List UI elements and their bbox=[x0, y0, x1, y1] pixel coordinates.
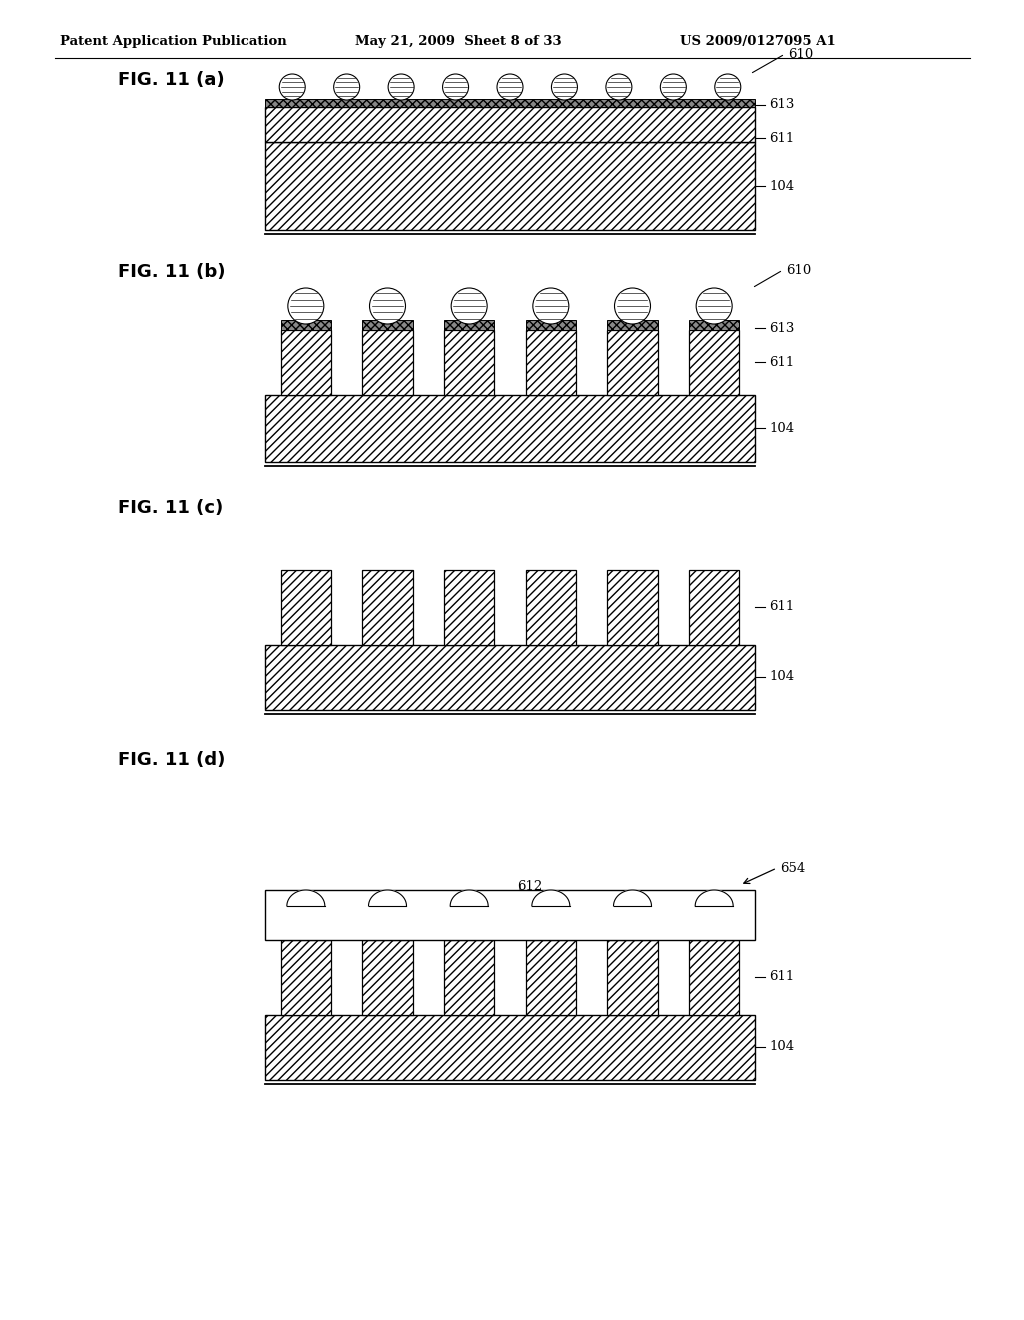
Circle shape bbox=[442, 74, 469, 100]
Circle shape bbox=[388, 74, 414, 100]
Text: 104: 104 bbox=[769, 421, 795, 434]
Bar bbox=[689, 319, 739, 330]
Bar bbox=[689, 940, 739, 1015]
Bar bbox=[362, 940, 413, 1015]
Text: May 21, 2009  Sheet 8 of 33: May 21, 2009 Sheet 8 of 33 bbox=[355, 36, 561, 49]
Circle shape bbox=[452, 288, 487, 323]
Text: 104: 104 bbox=[769, 671, 795, 684]
Bar bbox=[689, 570, 739, 645]
Text: FIG. 11 (a): FIG. 11 (a) bbox=[118, 71, 224, 88]
Polygon shape bbox=[287, 890, 325, 906]
Bar bbox=[265, 645, 755, 710]
Bar bbox=[265, 395, 755, 462]
Text: 654: 654 bbox=[780, 862, 805, 874]
Bar bbox=[443, 570, 495, 645]
Bar bbox=[689, 330, 739, 395]
Text: 611: 611 bbox=[769, 355, 795, 368]
Bar bbox=[265, 143, 755, 230]
Circle shape bbox=[532, 288, 569, 323]
Text: 610: 610 bbox=[786, 264, 811, 276]
Text: 611: 611 bbox=[769, 601, 795, 614]
Polygon shape bbox=[695, 890, 733, 906]
Text: FIG. 11 (d): FIG. 11 (d) bbox=[118, 751, 225, 770]
Circle shape bbox=[370, 288, 406, 323]
Text: 613: 613 bbox=[769, 99, 795, 111]
Bar bbox=[281, 940, 331, 1015]
Bar bbox=[525, 319, 577, 330]
Bar bbox=[607, 319, 657, 330]
Bar bbox=[525, 940, 577, 1015]
Bar bbox=[443, 940, 495, 1015]
Circle shape bbox=[696, 288, 732, 323]
Circle shape bbox=[280, 74, 305, 100]
Circle shape bbox=[660, 74, 686, 100]
Bar bbox=[525, 330, 577, 395]
Text: 610: 610 bbox=[788, 48, 813, 61]
Text: Patent Application Publication: Patent Application Publication bbox=[60, 36, 287, 49]
Bar bbox=[362, 330, 413, 395]
Circle shape bbox=[715, 74, 740, 100]
Text: US 2009/0127095 A1: US 2009/0127095 A1 bbox=[680, 36, 836, 49]
Circle shape bbox=[334, 74, 359, 100]
Text: FIG. 11 (b): FIG. 11 (b) bbox=[118, 263, 225, 281]
Bar bbox=[362, 319, 413, 330]
Bar bbox=[525, 570, 577, 645]
Circle shape bbox=[614, 288, 650, 323]
Bar bbox=[281, 330, 331, 395]
Bar bbox=[607, 570, 657, 645]
Bar bbox=[265, 890, 755, 940]
Bar bbox=[443, 330, 495, 395]
Bar bbox=[265, 99, 755, 107]
Circle shape bbox=[606, 74, 632, 100]
Text: 611: 611 bbox=[769, 132, 795, 144]
Text: 612: 612 bbox=[517, 879, 543, 892]
Polygon shape bbox=[613, 890, 651, 906]
Circle shape bbox=[497, 74, 523, 100]
Bar bbox=[281, 570, 331, 645]
Bar bbox=[265, 107, 755, 143]
Bar bbox=[607, 330, 657, 395]
Bar bbox=[265, 1015, 755, 1080]
Polygon shape bbox=[369, 890, 407, 906]
Text: 104: 104 bbox=[769, 1040, 795, 1053]
Bar bbox=[607, 940, 657, 1015]
Text: 104: 104 bbox=[769, 180, 795, 193]
Polygon shape bbox=[531, 890, 569, 906]
Circle shape bbox=[552, 74, 578, 100]
Text: 611: 611 bbox=[769, 970, 795, 983]
Bar bbox=[362, 570, 413, 645]
Bar bbox=[281, 319, 331, 330]
Bar bbox=[443, 319, 495, 330]
Polygon shape bbox=[451, 890, 488, 906]
Text: FIG. 11 (c): FIG. 11 (c) bbox=[118, 499, 223, 517]
Text: 613: 613 bbox=[769, 322, 795, 334]
Circle shape bbox=[288, 288, 324, 323]
